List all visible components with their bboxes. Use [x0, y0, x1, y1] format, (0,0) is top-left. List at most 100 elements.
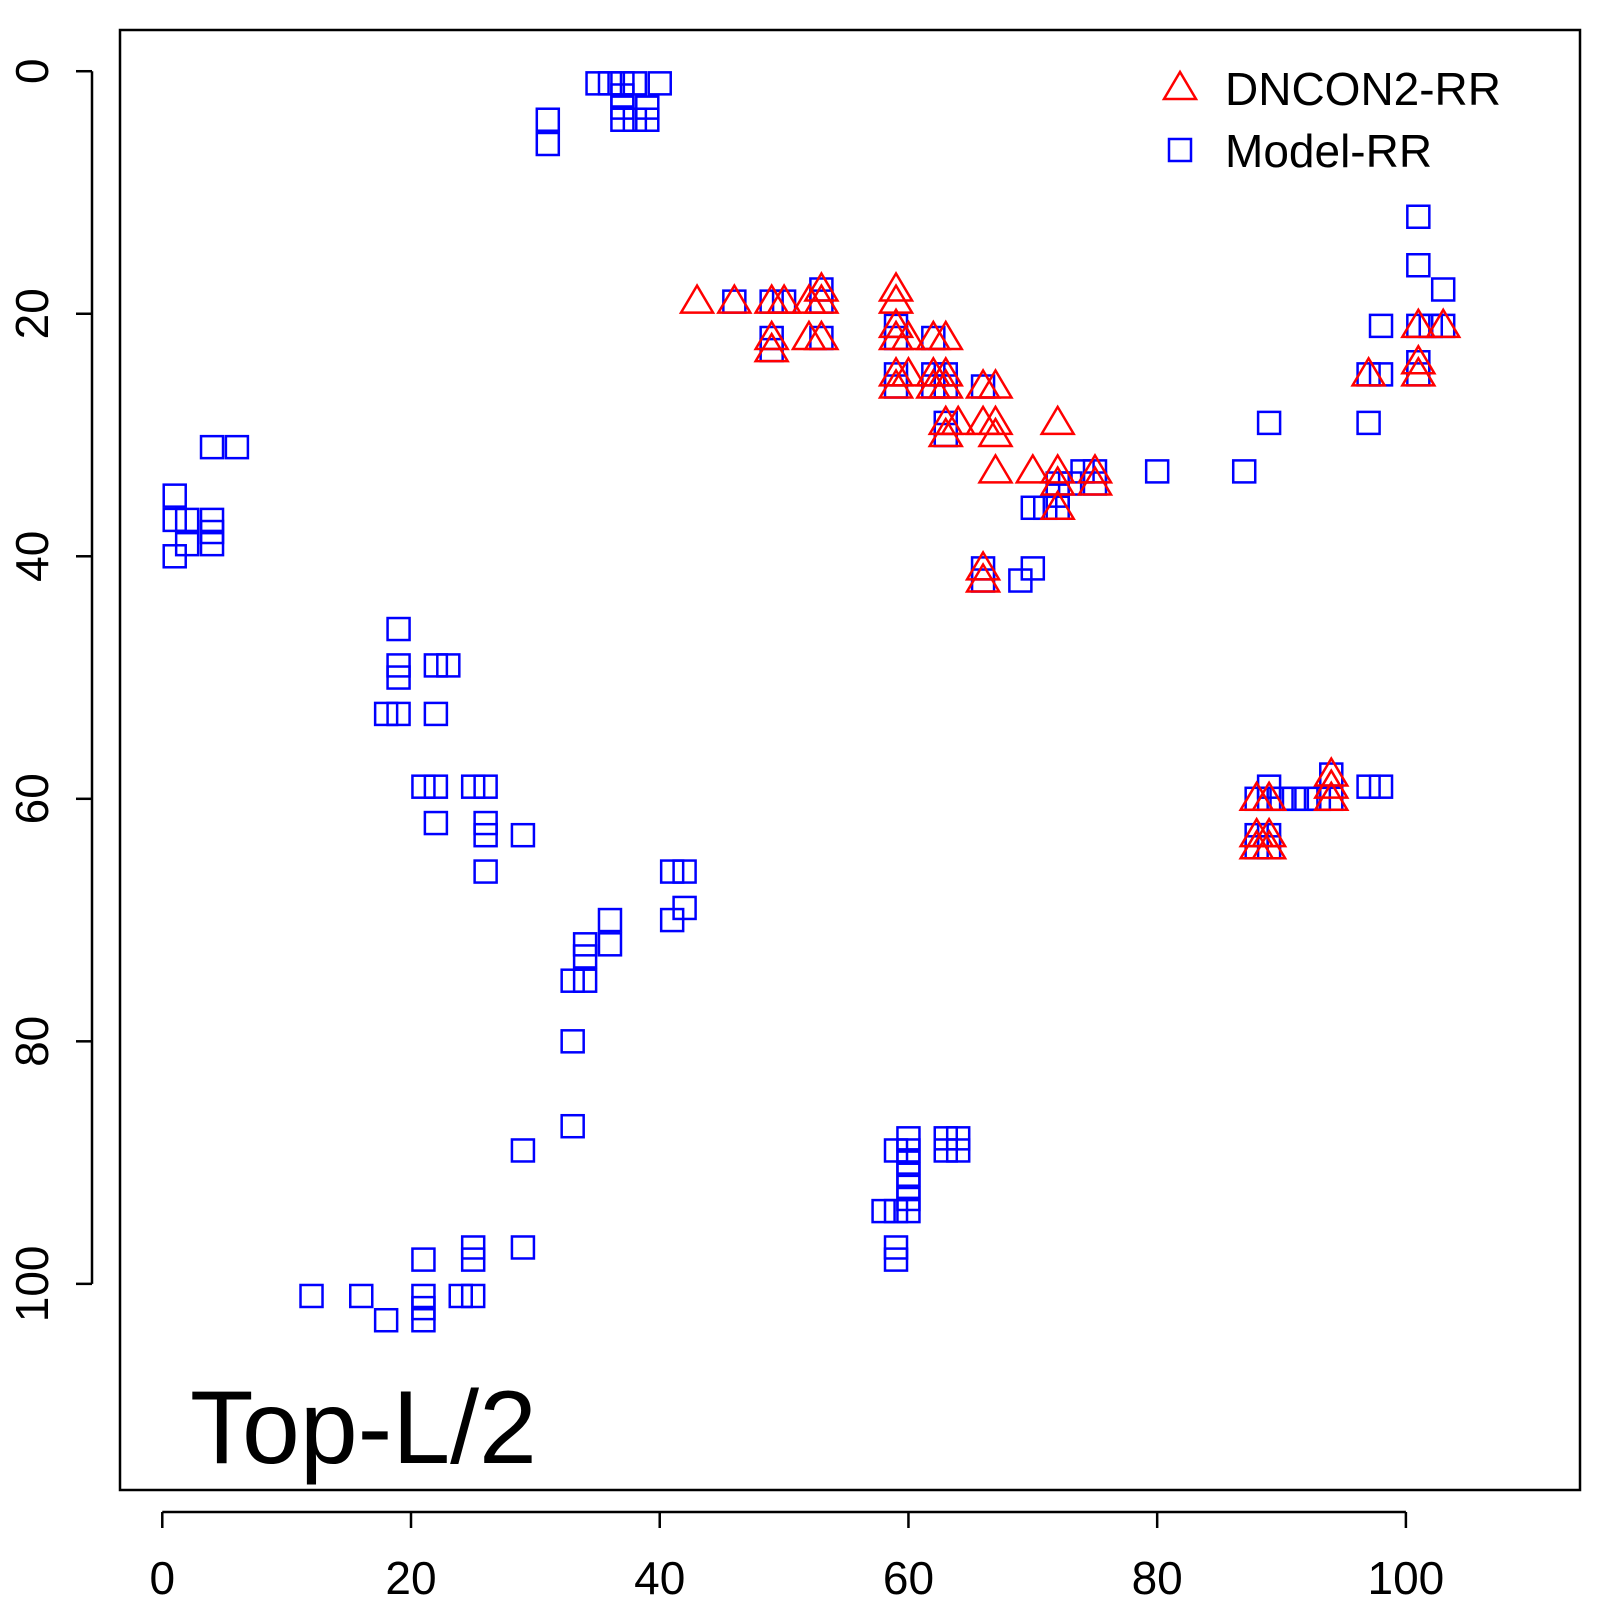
model-point: [1256, 410, 1282, 436]
dncon2-point: [927, 368, 964, 399]
model-point: [460, 1283, 486, 1309]
dncon2-point: [977, 416, 1014, 448]
y-tick-label: 40: [6, 531, 58, 582]
model-point: [423, 810, 449, 836]
model-point: [659, 859, 685, 884]
dncon2-point: [890, 355, 927, 387]
dncon2-point: [977, 452, 1014, 484]
dncon2-point: [1400, 355, 1437, 387]
model-point: [647, 71, 672, 96]
model-point: [585, 71, 610, 96]
legend-label: Model-RR: [1225, 125, 1432, 177]
dncon2-point: [927, 355, 964, 387]
model-point: [423, 653, 449, 678]
model-point: [1406, 252, 1431, 278]
model-point: [560, 1113, 585, 1139]
dncon2-point: [964, 549, 1002, 581]
model-point: [1368, 313, 1394, 339]
model-point: [1144, 459, 1170, 484]
dncon2-point: [1313, 768, 1350, 799]
model-point: [473, 822, 498, 848]
dncon2-point: [803, 271, 840, 302]
dncon2-point: [927, 416, 964, 448]
model-point: [672, 859, 697, 884]
model-point: [510, 1235, 536, 1260]
dncon2-point: [927, 319, 964, 351]
dncon2-point: [1400, 343, 1437, 375]
model-point: [174, 507, 200, 533]
y-tick-label: 20: [6, 288, 58, 339]
model-point: [945, 1138, 971, 1163]
model-point: [1356, 410, 1381, 436]
model-point: [635, 107, 660, 132]
legend: DNCON2-RR Model-RR: [1161, 63, 1501, 177]
model-point: [535, 131, 561, 157]
dncon2-point: [964, 562, 1002, 593]
dncon2-point: [716, 283, 753, 314]
x-tick-label: 40: [634, 1552, 685, 1600]
model-point: [373, 701, 399, 727]
model-point: [883, 1198, 909, 1224]
model-point: [572, 944, 598, 969]
model-point: [473, 859, 498, 884]
dncon2-point: [1039, 489, 1076, 521]
dncon2-point: [877, 307, 915, 339]
model-point: [162, 544, 187, 569]
x-tick-label: 60: [883, 1552, 934, 1600]
model-point: [1406, 204, 1431, 229]
dncon2-point: [877, 368, 915, 399]
model-point: [1356, 362, 1381, 387]
model-point: [610, 107, 635, 132]
model-point: [386, 701, 411, 727]
dncon2-point: [877, 283, 915, 314]
dncon2-point: [1076, 452, 1114, 484]
y-tick-label: 80: [6, 1016, 58, 1067]
model-point: [672, 895, 697, 921]
model-point: [411, 1307, 436, 1333]
dncon2-point: [1039, 452, 1076, 484]
dncon2-point: [977, 404, 1014, 436]
model-point: [386, 665, 411, 690]
x-tick-label: 0: [149, 1552, 175, 1600]
dncon2-point: [1313, 780, 1350, 812]
dncon2-point: [765, 283, 803, 314]
data-points: [162, 71, 1462, 1333]
model-point: [199, 531, 225, 557]
model-point: [1281, 786, 1307, 812]
dncon2-point: [678, 283, 716, 314]
dncon2-point: [1014, 452, 1052, 484]
dncon2-point: [1250, 828, 1288, 860]
dncon2-point: [940, 404, 977, 436]
x-tick-label: 20: [385, 1552, 436, 1600]
model-point: [535, 107, 561, 132]
dncon2-point: [1039, 465, 1076, 496]
dncon2-point: [753, 331, 790, 363]
dncon2-point: [803, 283, 840, 314]
model-point: [448, 1283, 473, 1309]
model-point: [597, 932, 623, 957]
model-point: [423, 701, 449, 727]
legend-marker: [1161, 69, 1199, 101]
model-point: [460, 1247, 486, 1272]
model-point: [224, 434, 250, 460]
dncon2-point: [1076, 465, 1114, 496]
model-point: [460, 774, 486, 799]
model-point: [1430, 313, 1456, 339]
dncon2-point: [1425, 307, 1462, 339]
dncon2-point: [1313, 756, 1350, 787]
model-point: [1008, 568, 1033, 593]
x-tick-label: 100: [1368, 1552, 1445, 1600]
legend-marker: [1167, 137, 1193, 163]
model-point: [1406, 313, 1431, 339]
model-point: [896, 1198, 921, 1224]
model-point: [436, 653, 461, 678]
model-point: [473, 774, 498, 799]
model-point: [162, 483, 187, 508]
dncon2-point: [890, 319, 927, 351]
dncon2-point: [753, 319, 790, 351]
model-point: [1231, 459, 1257, 484]
model-point: [572, 968, 598, 993]
model-point: [423, 774, 449, 799]
model-point: [199, 434, 225, 460]
